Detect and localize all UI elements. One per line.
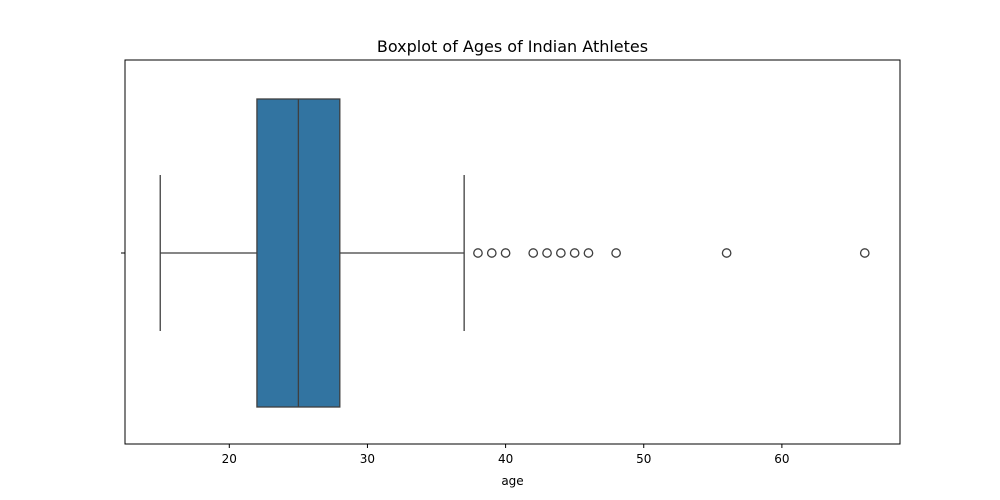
outlier-point bbox=[500, 248, 511, 258]
x-tick-label: 20 bbox=[222, 452, 237, 466]
chart-title: Boxplot of Ages of Indian Athletes bbox=[377, 37, 648, 56]
x-tick-label: 30 bbox=[360, 452, 375, 466]
outlier-point bbox=[473, 248, 483, 258]
outlier-point bbox=[859, 248, 870, 258]
x-tick-label: 60 bbox=[774, 452, 789, 466]
outlier-point bbox=[556, 248, 566, 258]
x-axis-label: age bbox=[501, 474, 523, 488]
plot-area: 20 30 40 50 60 bbox=[121, 59, 901, 466]
outlier-point bbox=[611, 248, 621, 258]
outlier-point bbox=[721, 248, 732, 258]
outlier-point bbox=[583, 248, 594, 258]
x-tick-label: 40 bbox=[498, 452, 513, 466]
axes-frame bbox=[124, 59, 901, 445]
outlier-point bbox=[486, 248, 497, 258]
outlier-point bbox=[569, 248, 580, 258]
x-tick-label: 50 bbox=[636, 452, 651, 466]
outlier-point bbox=[528, 248, 539, 258]
outlier-point bbox=[542, 248, 552, 258]
